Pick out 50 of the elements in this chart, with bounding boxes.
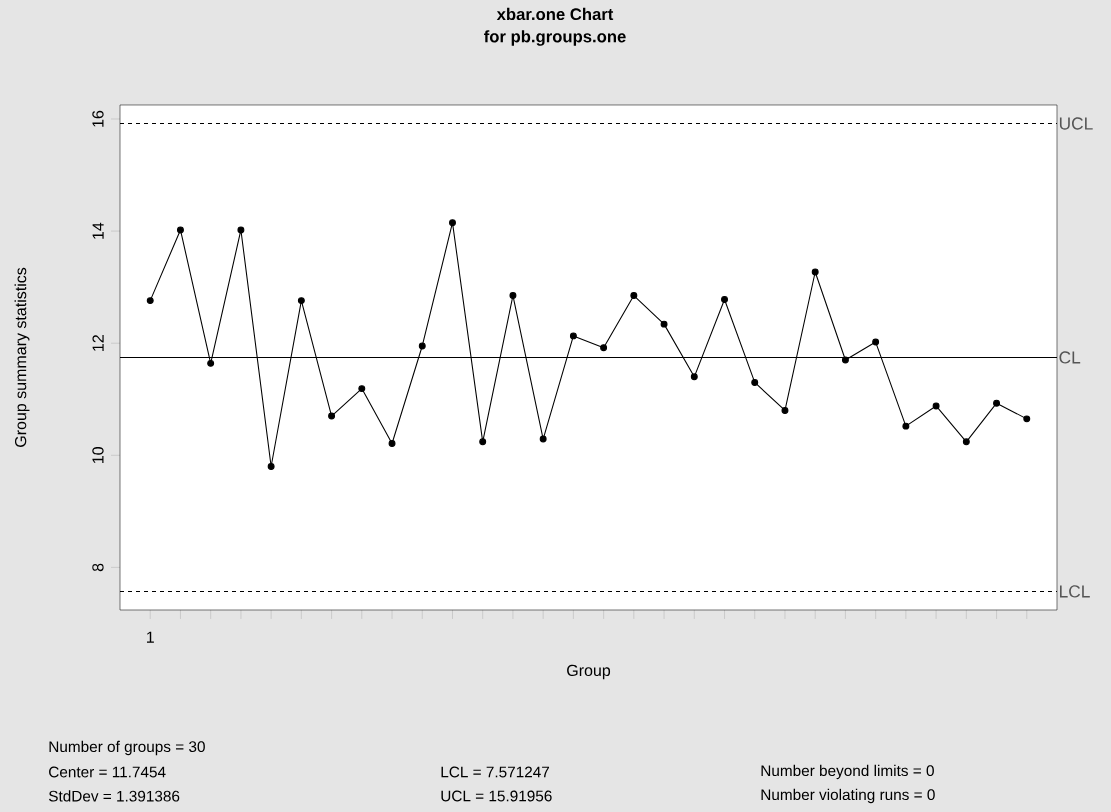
y-tick-label: 10 (92, 447, 104, 463)
point (841, 356, 849, 364)
text: StdDev = 1.391386 (48, 790, 180, 802)
point (358, 385, 366, 393)
point (388, 440, 396, 447)
point (932, 402, 940, 410)
text: LCL = 7.571247 (441, 766, 550, 778)
chart-subtitle: for pb.groups.one (484, 30, 626, 46)
ref-line-label: CL (1059, 351, 1081, 364)
point (146, 297, 154, 305)
text: Number of groups = 30 (49, 740, 205, 756)
text: Center = 11.7454 (49, 766, 166, 778)
text: Number violating runs = 0 (761, 788, 935, 804)
point (176, 226, 184, 234)
point (509, 292, 517, 300)
point (297, 297, 305, 305)
point (690, 373, 698, 381)
y-tick-label: 12 (92, 335, 104, 351)
ref-line-label: UCL (1059, 117, 1093, 130)
point (267, 463, 275, 470)
chart-title: xbar.one Chart (496, 7, 614, 21)
point (479, 438, 487, 446)
point (328, 412, 336, 420)
point (993, 399, 1001, 407)
ref-line-label: LCL (1060, 585, 1090, 598)
y-axis-title: Group summary statistics (14, 267, 30, 447)
text: UCL = 15.91956 (441, 790, 552, 802)
point (872, 338, 880, 346)
y-tick-label: 8 (92, 563, 104, 572)
point (721, 296, 728, 303)
y-tick-label: 14 (92, 222, 104, 239)
point (1023, 415, 1031, 423)
x-axis-title: Group (567, 664, 611, 680)
point (902, 422, 910, 430)
point (569, 332, 577, 340)
point (418, 342, 426, 350)
point (449, 219, 456, 227)
point (781, 406, 789, 414)
point (539, 435, 547, 443)
point (962, 438, 970, 446)
point (630, 292, 638, 300)
point (207, 359, 215, 367)
point (811, 268, 819, 276)
x-tick-label: 1 (146, 631, 154, 643)
point (600, 344, 608, 352)
point (660, 320, 668, 328)
text: Number beyond limits = 0 (761, 764, 934, 780)
point (237, 226, 245, 234)
point (751, 378, 759, 386)
y-tick-label: 16 (92, 110, 104, 127)
